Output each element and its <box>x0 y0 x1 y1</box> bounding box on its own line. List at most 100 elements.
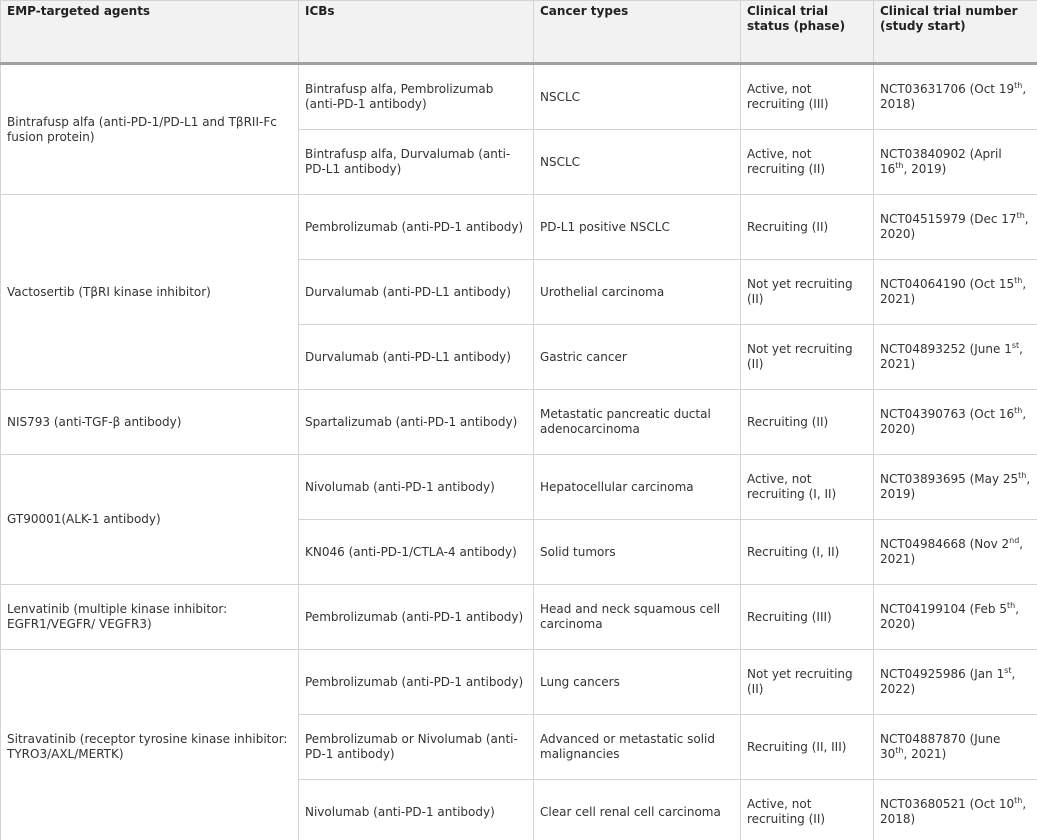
cancer-cell: NSCLC <box>533 63 741 130</box>
ordinal-suffix: th <box>1014 276 1023 285</box>
cancer-cell: Gastric cancer <box>533 324 741 390</box>
trial-year: , 2020) <box>880 602 1020 631</box>
agent-cell: Vactosertib (TβRI kinase inhibitor) <box>0 194 299 390</box>
table-row: Vactosertib (TβRI kinase inhibitor) Pembr… <box>0 194 1037 390</box>
cancer-cell: Head and neck squamous cell carcinoma <box>533 584 741 650</box>
trial-number: NCT04199104 (Feb 5 <box>880 602 1007 616</box>
status-cell: Not yet recruiting (II) <box>740 259 874 325</box>
status-cell: Active, not recruiting (II) <box>740 779 874 840</box>
trial-year: , 2021) <box>880 342 1023 371</box>
table-row: Bintrafusp alfa, Durvalumab (anti-PD-L1 … <box>1 129 1037 195</box>
trial-number: NCT04984668 (Nov 2 <box>880 537 1010 551</box>
cancer-cell: Solid tumors <box>533 519 741 585</box>
ordinal-suffix: th <box>895 746 904 755</box>
icb-cell: Pembrolizumab or Nivolumab (anti-PD-1 an… <box>298 714 534 780</box>
ordinal-suffix: th <box>1014 406 1023 415</box>
trial-number-cell: NCT04390763 (Oct 16th, 2020) <box>873 389 1037 455</box>
agent-cell: Lenvatinib (multiple kinase inhibitor: E… <box>0 584 299 650</box>
trial-number: NCT04390763 (Oct 16 <box>880 407 1015 421</box>
table-body: Bintrafusp alfa (anti-PD-1/PD-L1 and TβR… <box>0 63 1037 840</box>
ordinal-suffix: th <box>1014 796 1023 805</box>
table-row: Bintrafusp alfa (anti-PD-1/PD-L1 and TβR… <box>0 63 1037 195</box>
trial-number: NCT04515979 (Dec 17 <box>880 212 1017 226</box>
trial-number-cell: NCT04925986 (Jan 1st, 2022) <box>873 649 1037 715</box>
status-cell: Active, not recruiting (I, II) <box>740 454 874 520</box>
trial-year: , 2020) <box>880 212 1029 241</box>
ordinal-suffix: th <box>895 161 904 170</box>
ordinal-suffix: st <box>1004 666 1012 675</box>
column-header: Clinical trial number (study start) <box>873 0 1037 65</box>
trial-number: NCT03680521 (Oct 10 <box>880 797 1015 811</box>
icb-cell: Bintrafusp alfa, Durvalumab (anti-PD-L1 … <box>298 129 534 195</box>
table-row: Durvalumab (anti-PD-L1 antibody) Urotheli… <box>1 259 1037 325</box>
icb-cell: Pembrolizumab (anti-PD-1 antibody) <box>298 584 534 650</box>
table-row: Lenvatinib (multiple kinase inhibitor: E… <box>0 584 1037 650</box>
ordinal-suffix: th <box>1018 471 1027 480</box>
column-header: Clinical trial status (phase) <box>740 0 874 65</box>
status-cell: Not yet recruiting (II) <box>740 324 874 390</box>
status-cell: Active, not recruiting (II) <box>740 129 874 195</box>
trial-year: , 2021) <box>903 747 947 761</box>
trial-number-cell: NCT04893252 (June 1st, 2021) <box>873 324 1037 390</box>
status-cell: Recruiting (II) <box>740 194 874 260</box>
status-cell: Not yet recruiting (II) <box>740 649 874 715</box>
header-row: EMP-targeted agents ICBs Cancer types Clini… <box>0 0 1037 65</box>
icb-cell: KN046 (anti-PD-1/CTLA-4 antibody) <box>298 519 534 585</box>
table-row: KN046 (anti-PD-1/CTLA-4 antibody) Solid t… <box>1 519 1037 585</box>
cancer-cell: Metastatic pancreatic ductal adenocarcin… <box>533 389 741 455</box>
column-header: ICBs <box>298 0 534 65</box>
icb-cell: Pembrolizumab (anti-PD-1 antibody) <box>298 194 534 260</box>
icb-cell: Durvalumab (anti-PD-L1 antibody) <box>298 259 534 325</box>
ordinal-suffix: th <box>1006 601 1016 610</box>
trial-number-cell: NCT04515979 (Dec 17th, 2020) <box>873 194 1037 260</box>
cancer-cell: Lung cancers <box>533 649 741 715</box>
table-row: GT90001(ALK-1 antibody) Nivolumab (anti-P… <box>0 454 1037 585</box>
icb-cell: Bintrafusp alfa, Pembrolizumab (anti-PD-… <box>298 63 534 130</box>
trial-number-cell: NCT04064190 (Oct 15th, 2021) <box>873 259 1037 325</box>
table-row: NIS793 (anti-TGF-β antibody) Spartalizuma… <box>0 389 1037 455</box>
table-row: Sitravatinib (receptor tyrosine kinase i… <box>0 649 1037 840</box>
status-cell: Recruiting (II, III) <box>740 714 874 780</box>
trial-number-cell: NCT04984668 (Nov 2nd, 2021) <box>873 519 1037 585</box>
agent-cell: Bintrafusp alfa (anti-PD-1/PD-L1 and TβR… <box>0 63 299 195</box>
table-row: Nivolumab (anti-PD-1 antibody) Clear cell… <box>1 779 1037 840</box>
status-cell: Recruiting (III) <box>740 584 874 650</box>
trial-number-cell: NCT04887870 (June 30th, 2021) <box>873 714 1037 780</box>
trial-number-cell: NCT03893695 (May 25th, 2019) <box>873 454 1037 520</box>
trial-number: NCT04064190 (Oct 15 <box>880 277 1015 291</box>
agent-cell: GT90001(ALK-1 antibody) <box>0 454 299 585</box>
icb-cell: Nivolumab (anti-PD-1 antibody) <box>298 454 534 520</box>
trial-year: , 2018) <box>880 797 1027 826</box>
trial-number: NCT03893695 (May 25 <box>880 472 1019 486</box>
trial-year: , 2020) <box>880 407 1027 436</box>
cancer-cell: NSCLC <box>533 129 741 195</box>
cancer-cell: Hepatocellular carcinoma <box>533 454 741 520</box>
trial-number-cell: NCT03631706 (Oct 19th, 2018) <box>873 63 1037 130</box>
status-cell: Recruiting (II) <box>740 389 874 455</box>
cancer-cell: Advanced or metastatic solid malignancie… <box>533 714 741 780</box>
icb-cell: Durvalumab (anti-PD-L1 antibody) <box>298 324 534 390</box>
ordinal-suffix: th <box>1016 211 1025 220</box>
trial-number: NCT03631706 (Oct 19 <box>880 82 1015 96</box>
status-cell: Active, not recruiting (III) <box>740 63 874 130</box>
trial-year: , 2019) <box>880 472 1031 501</box>
trial-number: NCT04925986 (Jan 1 <box>880 667 1005 681</box>
ordinal-suffix: nd <box>1009 536 1020 545</box>
trial-number: NCT03840902 (April 16 <box>880 147 1002 176</box>
ordinal-suffix: th <box>1014 81 1023 90</box>
column-header: EMP-targeted agents <box>0 0 299 65</box>
trial-year: , 2018) <box>880 82 1027 111</box>
column-header: Cancer types <box>533 0 741 65</box>
icb-cell: Spartalizumab (anti-PD-1 antibody) <box>298 389 534 455</box>
trial-number-cell: NCT03840902 (April 16th, 2019) <box>873 129 1037 195</box>
trial-year: , 2021) <box>880 537 1024 566</box>
cancer-cell: Urothelial carcinoma <box>533 259 741 325</box>
trial-year: , 2022) <box>880 667 1016 696</box>
trial-number-cell: NCT03680521 (Oct 10th, 2018) <box>873 779 1037 840</box>
agent-cell: NIS793 (anti-TGF-β antibody) <box>0 389 299 455</box>
cancer-cell: Clear cell renal cell carcinoma <box>533 779 741 840</box>
status-cell: Recruiting (I, II) <box>740 519 874 585</box>
ordinal-suffix: st <box>1011 341 1020 350</box>
